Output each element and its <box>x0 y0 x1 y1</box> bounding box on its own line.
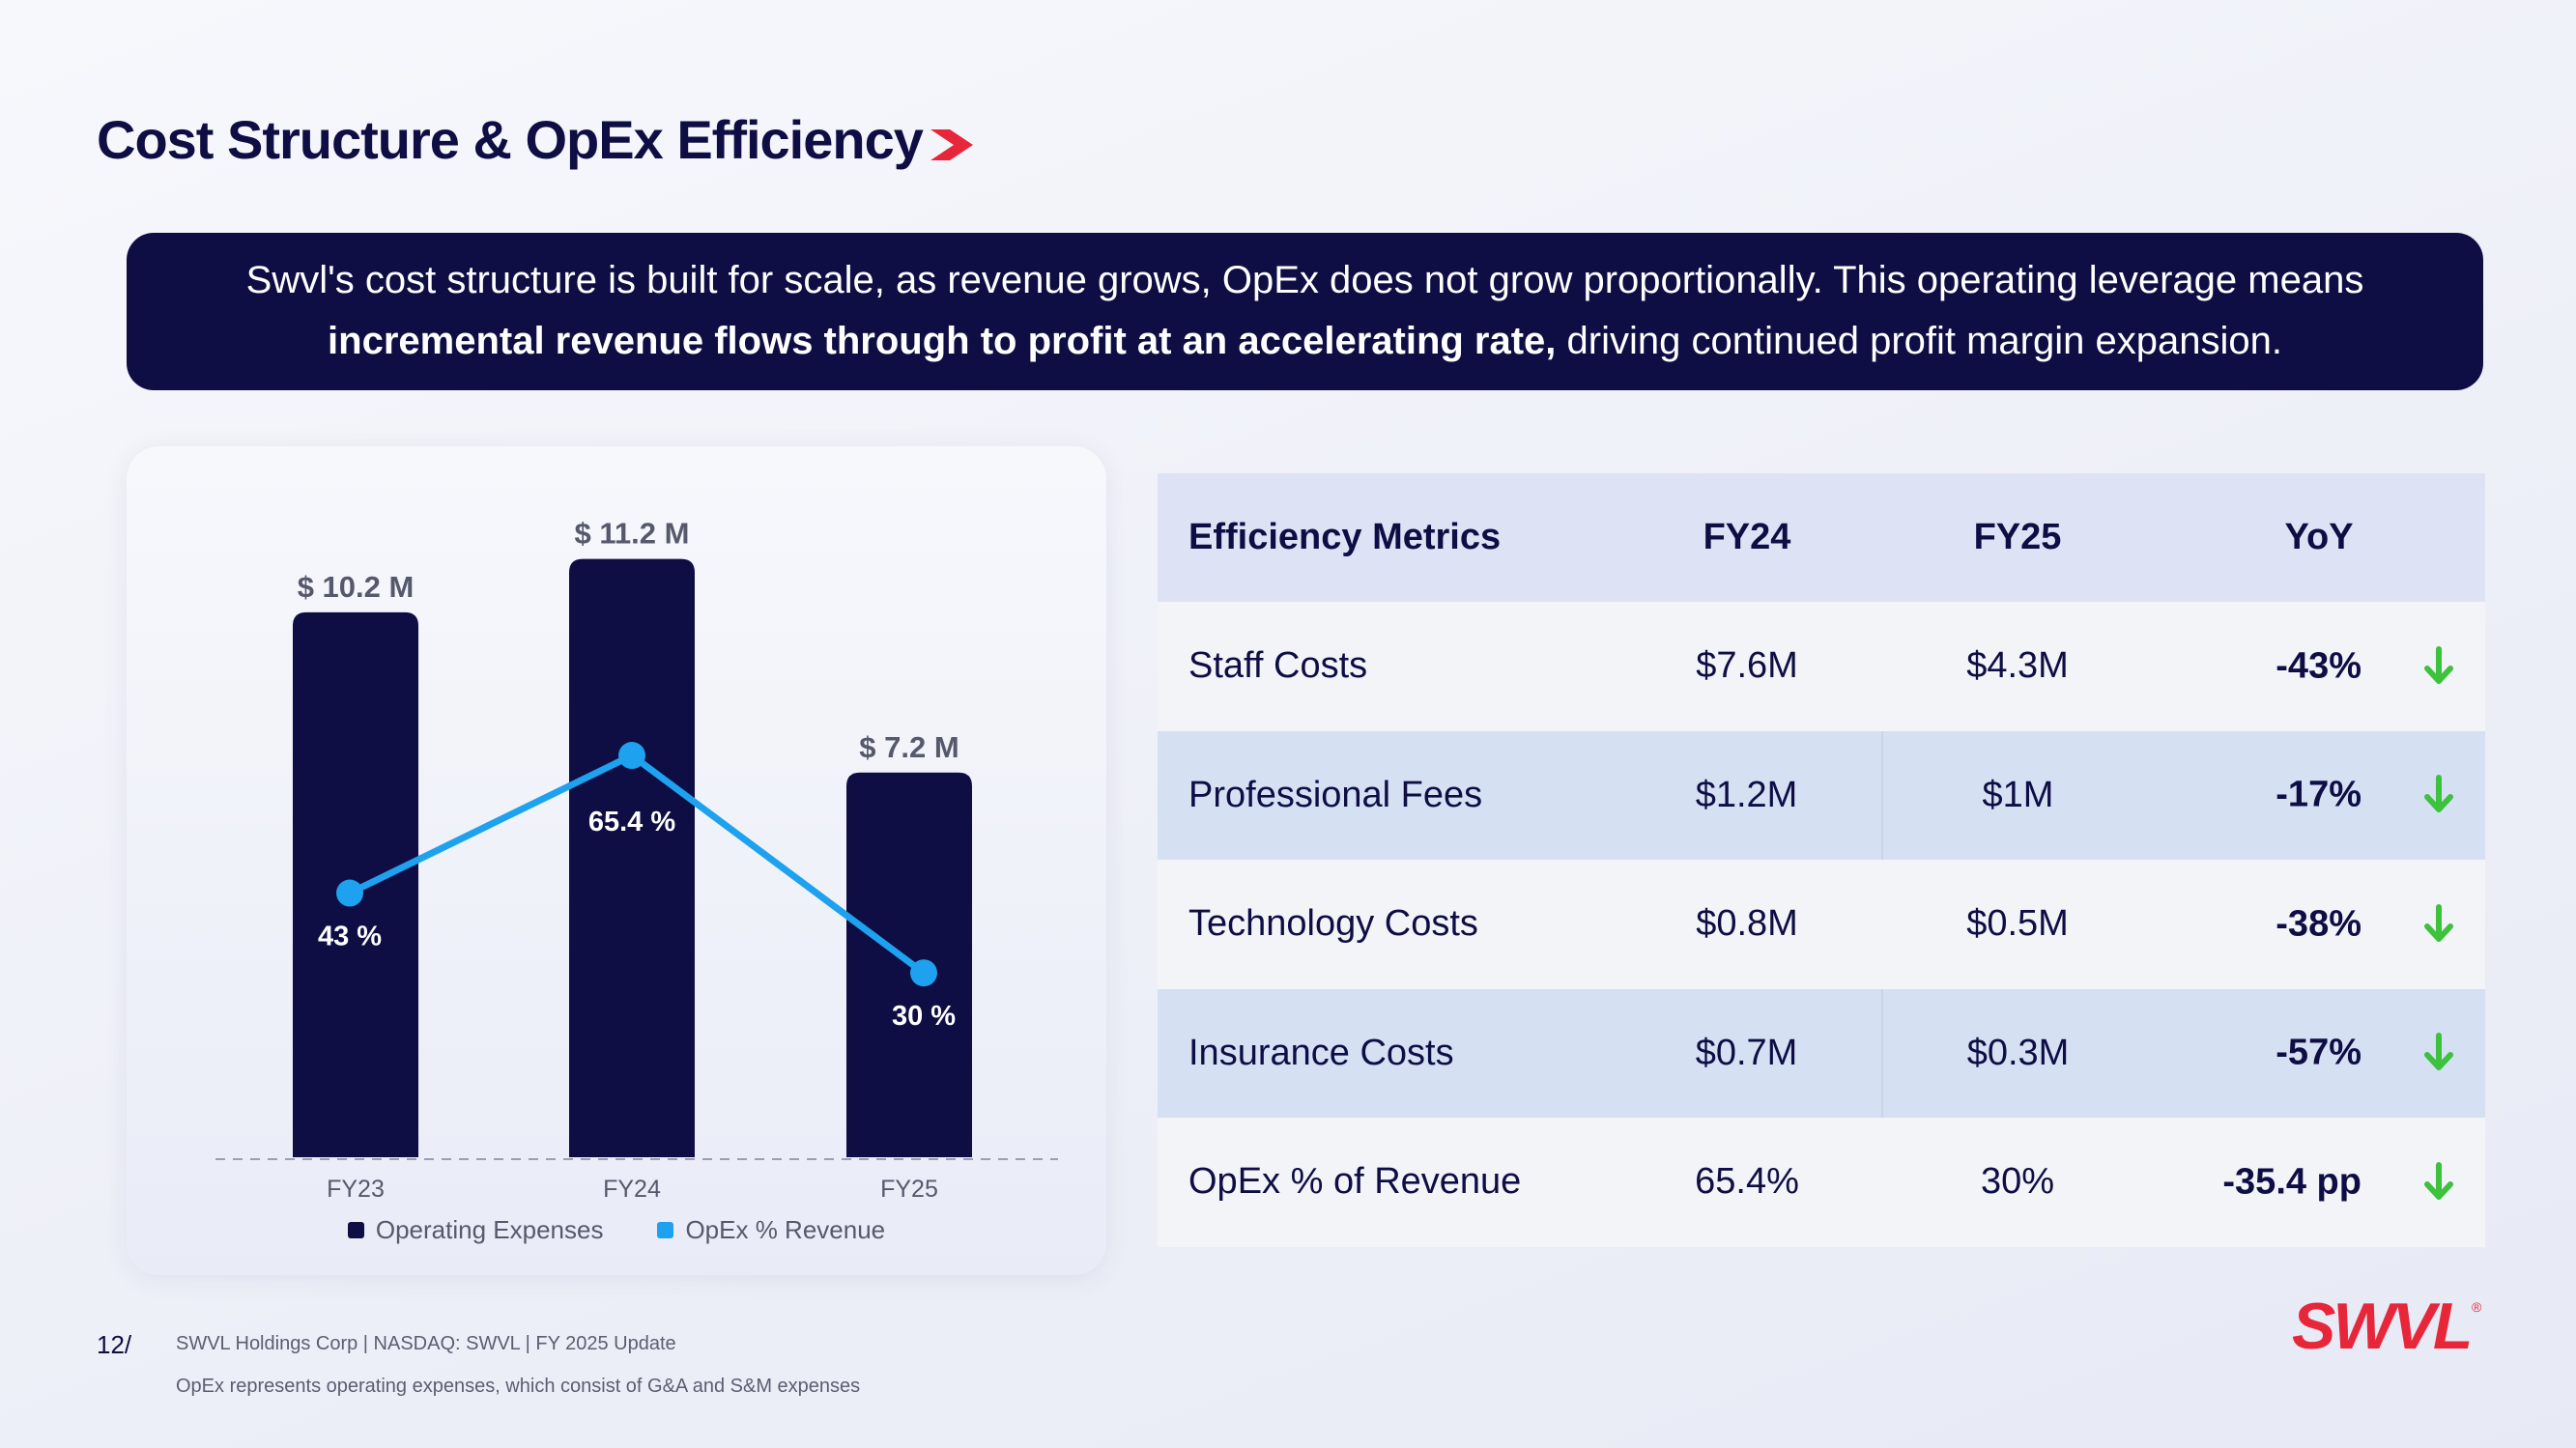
arrow-down-icon <box>2424 775 2453 813</box>
yoy-value: -35.4 pp <box>2222 1161 2361 1203</box>
fy25-cell: 30% <box>1882 1118 2153 1247</box>
bar-value-label: $ 7.2 M <box>859 730 959 764</box>
fy24-cell: 65.4% <box>1612 1118 1882 1247</box>
metric-cell: OpEx % of Revenue <box>1158 1118 1612 1247</box>
footer-company-info: SWVL Holdings Corp | NASDAQ: SWVL | FY 2… <box>176 1333 676 1354</box>
arrow-down-icon <box>2424 645 2453 684</box>
legend-swatch-bar <box>347 1222 364 1238</box>
legend-swatch-line <box>657 1222 674 1238</box>
yoy-cell: -43% <box>2153 602 2485 731</box>
page-number: 12/ <box>97 1330 132 1359</box>
header-fy24: FY24 <box>1612 473 1882 602</box>
fy25-cell: $4.3M <box>1882 602 2153 731</box>
header-fy25: FY25 <box>1882 473 2153 602</box>
summary-line-1: Swvl's cost structure is built for scale… <box>245 259 2364 301</box>
summary-line-2-rest: driving continued profit margin expansio… <box>1556 320 2282 362</box>
chart-legend: Operating Expenses OpEx % Revenue <box>127 1215 1106 1245</box>
line-point <box>336 879 363 907</box>
swvl-logo: SWVL ® <box>2292 1292 2482 1360</box>
footer-note: OpEx represents operating expenses, whic… <box>176 1376 861 1397</box>
fy25-cell: $0.5M <box>1882 860 2153 989</box>
legend-item-opex-revenue: OpEx % Revenue <box>657 1215 885 1245</box>
header-metric: Efficiency Metrics <box>1158 473 1612 602</box>
line-value-label: 65.4 % <box>588 807 675 838</box>
table-row: Insurance Costs $0.7M $0.3M -57% <box>1158 988 2485 1118</box>
line-value-label: 30 % <box>892 1001 956 1032</box>
line-point <box>910 959 937 987</box>
metric-cell: Technology Costs <box>1158 860 1612 989</box>
svg-text:®: ® <box>2472 1299 2482 1315</box>
summary-highlight: incremental revenue flows through to pro… <box>328 320 1557 362</box>
metric-cell: Professional Fees <box>1158 730 1612 860</box>
yoy-value: -57% <box>2275 1032 2361 1073</box>
fy25-cell: $0.3M <box>1882 988 2153 1118</box>
summary-line-2: incremental revenue flows through to pro… <box>127 311 2483 372</box>
fy24-cell: $0.7M <box>1612 988 1883 1118</box>
opex-chart-card: $ 10.2 M FY23 $ 11.2 M FY24 $ 7.2 M FY25 43 % 6… <box>127 446 1106 1275</box>
svg-text:SWVL: SWVL <box>2292 1292 2470 1360</box>
line-point <box>618 742 645 770</box>
page-title: Cost Structure & OpEx Efficiency <box>97 108 975 171</box>
x-tick-label: FY23 <box>327 1176 385 1203</box>
summary-banner: Swvl's cost structure is built for scale… <box>127 233 2483 390</box>
fy24-cell: $0.8M <box>1612 860 1882 989</box>
line-value-label: 43 % <box>318 922 382 952</box>
table-row: OpEx % of Revenue 65.4% 30% -35.4 pp <box>1158 1118 2485 1247</box>
arrow-down-icon <box>2424 1161 2453 1200</box>
yoy-cell: -38% <box>2153 860 2485 989</box>
bar-value-label: $ 11.2 M <box>575 517 690 551</box>
table-row: Professional Fees $1.2M $1M -17% <box>1158 730 2485 860</box>
bar-value-label: $ 10.2 M <box>298 570 415 604</box>
chevron-right-icon <box>930 128 973 160</box>
table-row: Technology Costs $0.8M $0.5M -38% <box>1158 860 2485 989</box>
metric-cell: Staff Costs <box>1158 602 1612 731</box>
yoy-cell: -17% <box>2153 730 2485 860</box>
table-row: Staff Costs $7.6M $4.3M -43% <box>1158 602 2485 731</box>
yoy-value: -17% <box>2275 774 2361 815</box>
legend-label-operating-expenses: Operating Expenses <box>375 1215 604 1244</box>
arrow-down-icon <box>2424 903 2453 942</box>
fy25-cell: $1M <box>1882 730 2153 860</box>
efficiency-metrics-table: Efficiency Metrics FY24 FY25 YoY Staff C… <box>1158 473 2485 1247</box>
yoy-value: -38% <box>2275 903 2361 945</box>
metric-cell: Insurance Costs <box>1158 988 1612 1118</box>
arrow-down-icon <box>2424 1033 2453 1071</box>
legend-label-opex-revenue: OpEx % Revenue <box>685 1215 886 1244</box>
fy24-cell: $1.2M <box>1612 730 1883 860</box>
x-tick-label: FY24 <box>603 1176 661 1203</box>
opex-chart: $ 10.2 M FY23 $ 11.2 M FY24 $ 7.2 M FY25 43 % 6… <box>215 517 1058 1203</box>
fy24-cell: $7.6M <box>1612 602 1882 731</box>
bar-fy24 <box>569 558 695 1157</box>
page-title-text: Cost Structure & OpEx Efficiency <box>97 109 924 170</box>
yoy-value: -43% <box>2275 645 2361 687</box>
x-tick-label: FY25 <box>880 1176 938 1203</box>
yoy-cell: -35.4 pp <box>2153 1118 2485 1247</box>
header-yoy: YoY <box>2153 473 2485 602</box>
legend-item-operating-expenses: Operating Expenses <box>347 1215 604 1245</box>
table-header-row: Efficiency Metrics FY24 FY25 YoY <box>1158 473 2485 602</box>
yoy-cell: -57% <box>2153 988 2485 1118</box>
